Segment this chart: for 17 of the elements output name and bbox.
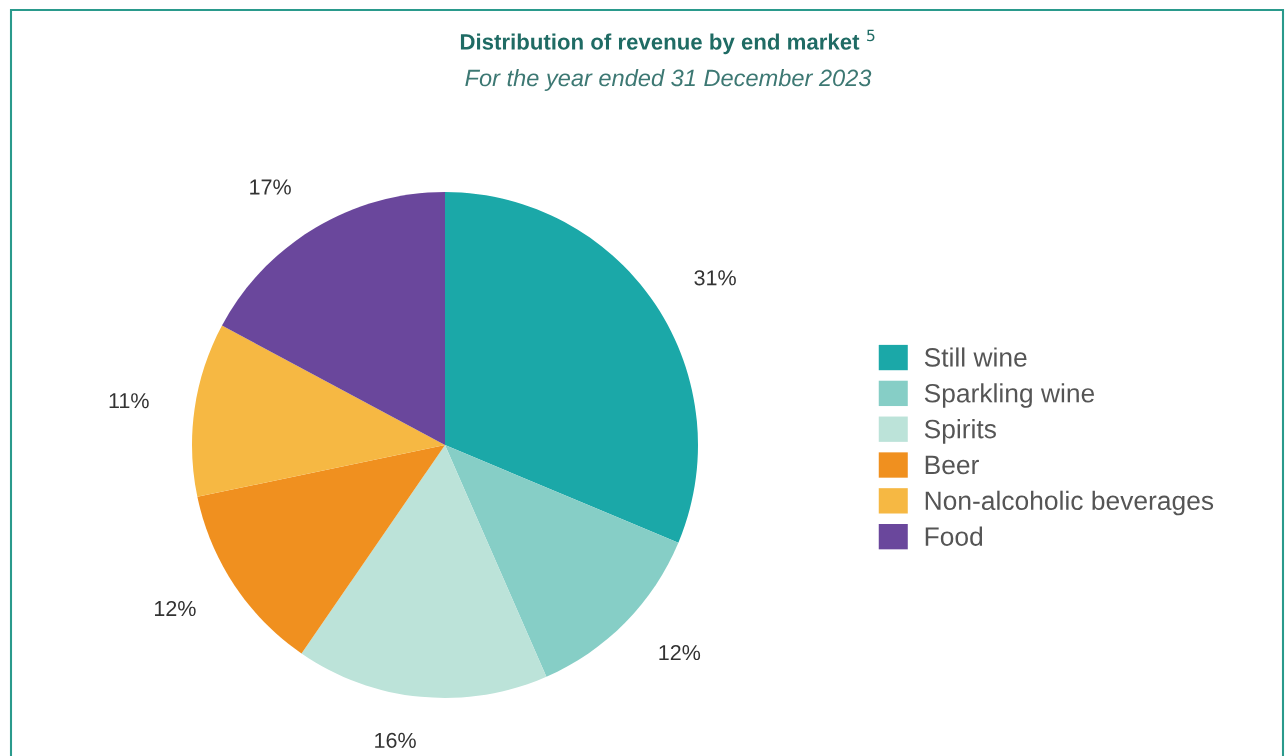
data-label: 17% bbox=[250, 179, 291, 195]
legend-label: Spirits bbox=[924, 419, 996, 444]
legend-label: Food bbox=[925, 526, 983, 546]
legend-label: Still wine bbox=[924, 347, 1027, 367]
data-label: 12% bbox=[659, 644, 701, 661]
legend-label: Beer bbox=[925, 455, 979, 475]
data-label: 11% bbox=[109, 393, 149, 409]
legend-label: Sparkling wine bbox=[924, 383, 1095, 408]
legend-label: Non-alcoholic beverages bbox=[925, 490, 1214, 516]
chart-title: Distribution of revenue by end market $^{5}$ bbox=[460, 29, 875, 55]
data-label: 12% bbox=[155, 600, 196, 617]
pie-slice bbox=[192, 325, 445, 497]
pie-slice bbox=[197, 445, 445, 654]
chart-subtitle: For the year ended 31 December 2023 bbox=[465, 69, 872, 91]
data-label: 16% bbox=[375, 732, 416, 748]
data-label: 31% bbox=[694, 270, 736, 286]
pie-slice bbox=[301, 445, 547, 698]
